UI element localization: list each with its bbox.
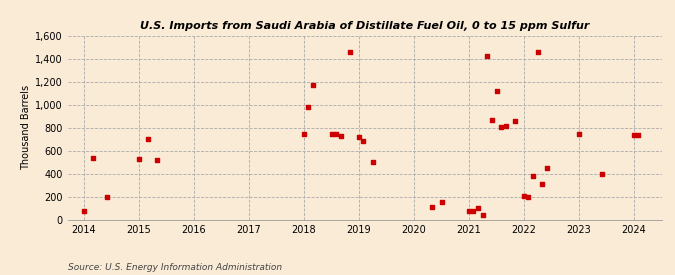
- Point: [477, 213, 488, 218]
- Point: [574, 131, 585, 136]
- Point: [500, 123, 511, 128]
- Point: [335, 134, 346, 138]
- Point: [152, 158, 163, 162]
- Point: [464, 209, 475, 214]
- Point: [633, 133, 644, 137]
- Point: [358, 138, 369, 143]
- Point: [134, 157, 144, 161]
- Point: [482, 54, 493, 59]
- Point: [436, 199, 447, 204]
- Point: [523, 195, 534, 199]
- Point: [331, 131, 342, 136]
- Point: [326, 131, 337, 136]
- Point: [533, 50, 543, 54]
- Point: [491, 89, 502, 93]
- Point: [367, 160, 378, 165]
- Text: Source: U.S. Energy Information Administration: Source: U.S. Energy Information Administ…: [68, 263, 281, 272]
- Point: [298, 131, 309, 136]
- Point: [468, 208, 479, 213]
- Point: [495, 125, 506, 129]
- Point: [88, 156, 99, 160]
- Point: [78, 208, 89, 213]
- Point: [518, 194, 529, 198]
- Point: [528, 174, 539, 178]
- Point: [143, 137, 154, 142]
- Point: [542, 166, 553, 170]
- Point: [537, 182, 547, 186]
- Point: [487, 118, 497, 122]
- Point: [427, 205, 437, 210]
- Point: [509, 119, 520, 123]
- Point: [303, 105, 314, 109]
- Point: [344, 50, 355, 54]
- Point: [597, 172, 608, 176]
- Point: [308, 83, 319, 87]
- Y-axis label: Thousand Barrels: Thousand Barrels: [21, 85, 31, 170]
- Point: [102, 195, 113, 199]
- Point: [473, 206, 484, 211]
- Point: [628, 133, 639, 137]
- Title: U.S. Imports from Saudi Arabia of Distillate Fuel Oil, 0 to 15 ppm Sulfur: U.S. Imports from Saudi Arabia of Distil…: [140, 21, 589, 31]
- Point: [354, 135, 364, 139]
